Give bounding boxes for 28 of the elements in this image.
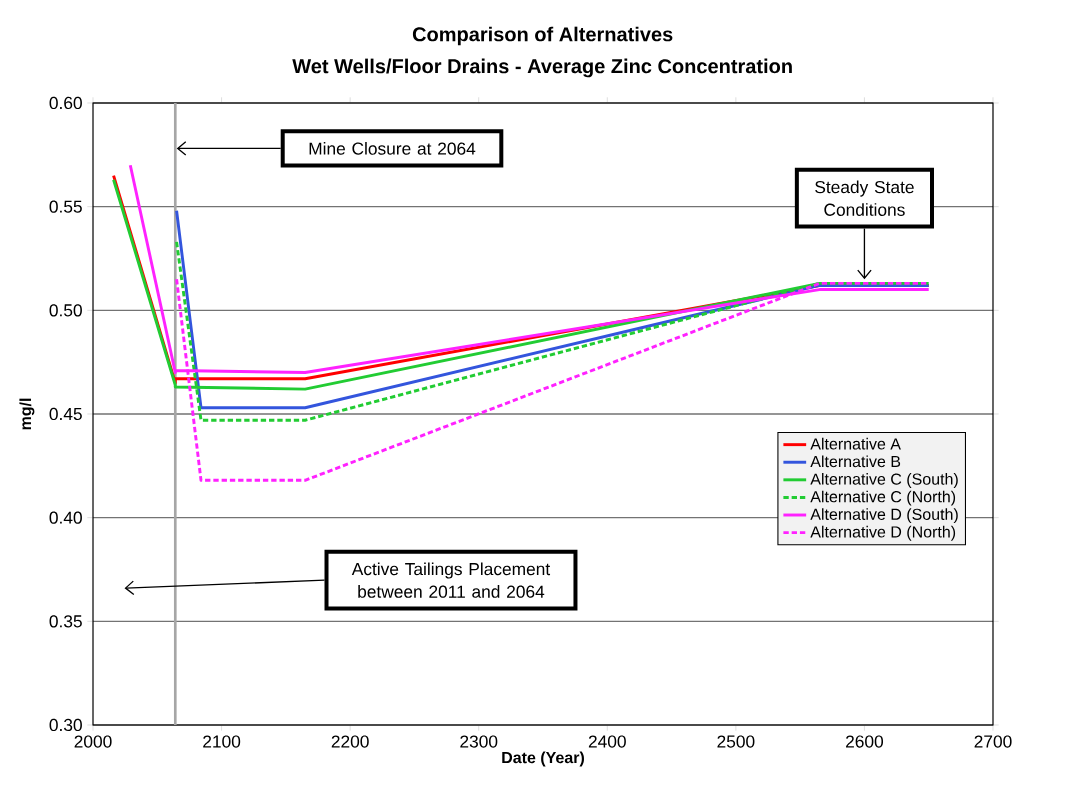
y-tick-label: 0.50 [49,304,82,317]
x-tick-label: 2700 [974,735,1012,748]
y-tick-label: 0.35 [49,615,82,628]
annotation: Mine Closure at 2064 [309,142,476,155]
x-tick-label: 2100 [203,735,241,748]
legend-label: Alternative B [810,455,901,468]
annotation: Active Tailings Placement between 2011 and 2064 [351,562,551,598]
y-axis-title: mg/l [19,398,35,430]
legend-label: Alternative C (South) [810,473,958,488]
x-tick-label: 2000 [74,735,112,748]
x-tick-label: 2600 [846,735,884,748]
chart-title: Comparison of Alternatives [412,26,673,46]
x-tick-label: 2400 [588,735,626,748]
x-axis-title: Date (Year) [502,751,584,767]
x-tick-label: 2200 [331,735,369,748]
y-tick-label: 0.30 [49,718,82,732]
y-tick-label: 0.55 [49,200,82,213]
y-tick-label: 0.40 [49,511,82,524]
annotation: Steady State Conditions [815,180,914,216]
legend-label: Alternative A [810,437,901,450]
y-tick-label: 0.45 [49,407,82,421]
legend-label: Alternative D (North) [810,525,956,541]
chart-subtitle: Wet Wells/Floor Drains - Average Zinc Concentration [292,58,792,78]
x-tick-label: 2500 [717,735,755,748]
y-tick-label: 0.60 [49,96,82,110]
x-tick-label: 2300 [460,735,498,748]
legend-label: Alternative D (South) [810,508,958,524]
legend-label: Alternative C (North) [810,490,956,506]
